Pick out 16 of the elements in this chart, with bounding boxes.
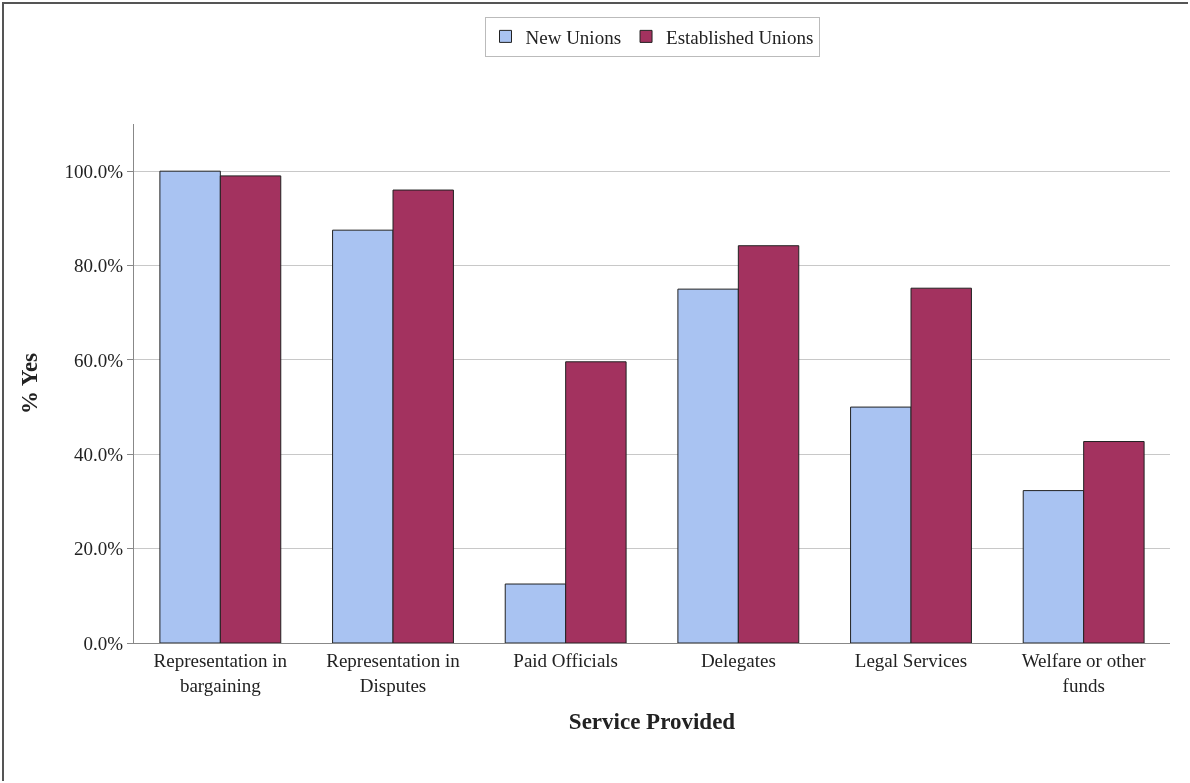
x-tick-label: Paid Officials	[513, 649, 619, 671]
x-tick-label: Representation in Disputes	[326, 649, 461, 696]
y-tick-label: 20.0%	[74, 538, 124, 560]
x-tick-label: Delegates	[700, 649, 776, 671]
y-tick-label: 0.0%	[83, 632, 124, 654]
y-tick-label: 100.0%	[64, 160, 124, 182]
x-tick-label: Representation in bargaining	[153, 649, 288, 696]
y-tick-label: 60.0%	[74, 349, 124, 371]
x-tick-label: Welfare or other funds	[1021, 649, 1147, 696]
y-tick-label: 80.0%	[74, 255, 124, 277]
y-tick-label: 40.0%	[74, 443, 124, 465]
legend-label: Established Unions	[666, 26, 814, 48]
x-axis-title: Service Provided	[568, 709, 736, 735]
legend-label: New Unions	[525, 26, 622, 48]
x-tick-label: Legal Services	[854, 649, 968, 671]
y-axis-title: % Yes	[17, 352, 43, 415]
